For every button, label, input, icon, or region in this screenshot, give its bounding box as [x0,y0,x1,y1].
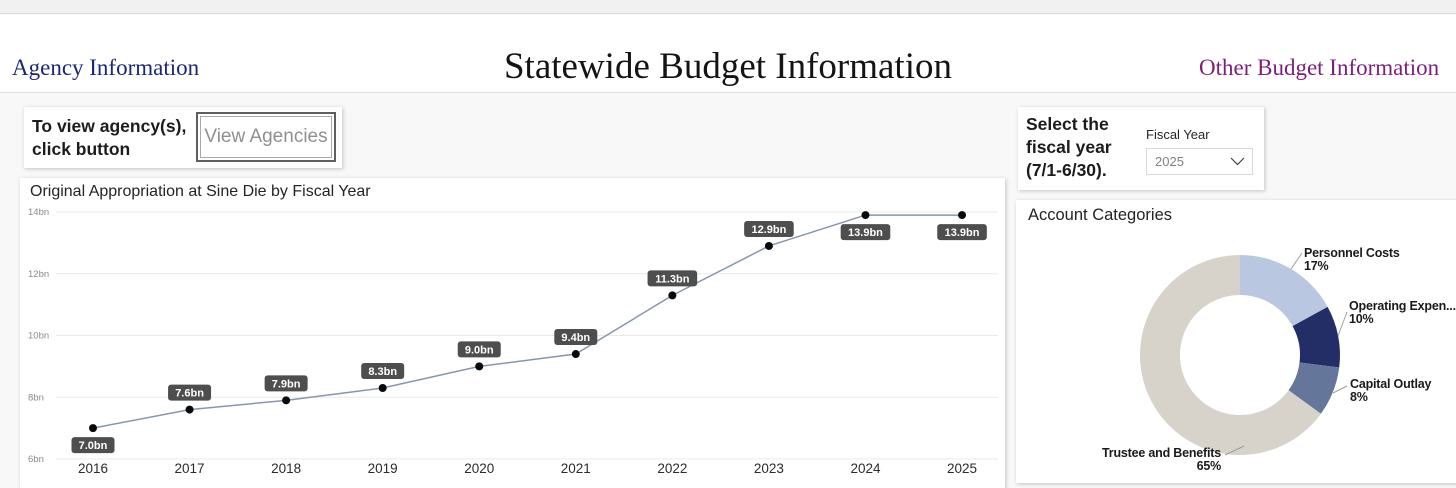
line-chart-title: Original Appropriation at Sine Die by Fi… [30,183,371,200]
data-point [764,241,773,250]
leader-line [1337,311,1348,337]
data-label: 13.9bn [848,227,883,239]
x-axis-tick: 2024 [850,461,881,476]
y-axis-tick: 8bn [28,392,44,403]
view-agencies-prompt: To view agency(s), click button [32,115,186,161]
y-axis-tick: 14bn [28,207,49,218]
x-axis-tick: 2019 [368,461,398,476]
nav-agency-information[interactable]: Agency Information [12,55,200,80]
donut-label-pct: 10% [1349,312,1374,326]
data-point [475,362,484,371]
data-point [185,405,194,414]
data-label: 9.4bn [561,332,590,344]
data-label-bg [168,384,212,401]
leader-line [1290,252,1303,270]
prompt-line-2: click button [32,139,131,159]
chevron-down-icon [1230,157,1252,166]
donut-label-name: Personnel Costs [1304,246,1400,260]
top-strip [0,0,1456,14]
leader-line [1224,445,1245,456]
x-axis-tick: 2025 [947,461,977,476]
view-agencies-button[interactable]: View Agencies [196,112,336,162]
data-label: 7.0bn [79,440,108,452]
x-axis-tick: 2022 [657,461,687,476]
data-label-bg [744,220,794,237]
prompt-line-1: To view agency(s), [32,116,187,136]
x-axis-tick: 2020 [464,461,494,476]
data-point [571,350,580,359]
fiscal-year-selected-value: 2025 [1155,154,1184,169]
fiscal-year-dropdown-label: Fiscal Year [1146,127,1210,142]
data-label-bg [264,375,308,392]
account-categories-panel: Account Categories Personnel Costs 17% Ope… [1016,200,1456,483]
donut-label-pct: 65% [1197,459,1222,473]
x-axis-tick: 2016 [78,461,108,476]
data-label-bg [554,329,598,346]
donut-chart-title: Account Categories [1028,206,1172,224]
data-label-bg [647,270,698,287]
data-label: 9.0bn [465,344,494,356]
x-axis-tick: 2023 [754,461,784,476]
data-label: 12.9bn [751,224,786,236]
y-axis-tick: 10bn [28,331,49,342]
data-point [668,291,677,300]
data-label-bg [457,341,501,358]
data-label: 13.9bn [945,227,980,239]
donut-slice [1240,255,1328,327]
appropriation-line-chart-panel: Original Appropriation at Sine Die by Fi… [20,178,1005,488]
data-label: 7.9bn [272,378,301,390]
donut-label-name: Operating Expen... [1349,299,1456,313]
data-point [89,424,97,433]
header-bar: Agency Information Statewide Budget Info… [0,15,1456,93]
fiscal-year-panel: Select the fiscal year (7/1-6/30). Fisca… [1018,107,1264,190]
line-series [92,214,963,429]
x-axis-tick: 2018 [271,461,301,476]
y-axis-tick: 6bn [28,454,44,465]
nav-other-budget-information[interactable]: Other Budget Information [1199,55,1440,80]
donut-label-pct: 8% [1350,390,1368,404]
line-chart: 6bn 8bn 10bn 12bn 14bn 7.0bn 2016 7.6bn 2017 7.9b… [28,207,998,476]
donut-label-pct: 17% [1304,259,1329,273]
x-axis-tick: 2017 [175,461,205,476]
donut-slice [1292,306,1340,368]
view-agencies-panel: To view agency(s), click button View Age… [24,107,342,168]
data-label-bg [840,224,891,241]
page-title: Statewide Budget Information [503,46,952,87]
donut-slice [1140,255,1321,455]
data-label-bg [937,224,987,241]
donut-label-name: Trustee and Benefits [1102,446,1221,460]
donut-slice [1288,362,1340,414]
data-label: 7.6bn [175,388,204,400]
data-point [282,396,291,405]
data-point [861,211,870,220]
data-label-bg [361,362,405,379]
donut-label-name: Capital Outlay [1350,377,1431,391]
data-label-bg [71,437,115,454]
fiscal-year-prompt: Select the fiscal year (7/1-6/30). [1026,114,1112,180]
leader-line [1332,385,1348,394]
data-point [958,211,967,220]
data-label: 11.3bn [655,273,690,285]
y-axis-tick: 12bn [28,269,49,280]
view-agencies-button-label: View Agencies [204,126,328,147]
fiscal-year-dropdown[interactable]: 2025 [1146,148,1253,175]
data-label: 8.3bn [368,366,397,378]
x-axis-tick: 2021 [561,461,591,476]
data-point [378,383,387,392]
